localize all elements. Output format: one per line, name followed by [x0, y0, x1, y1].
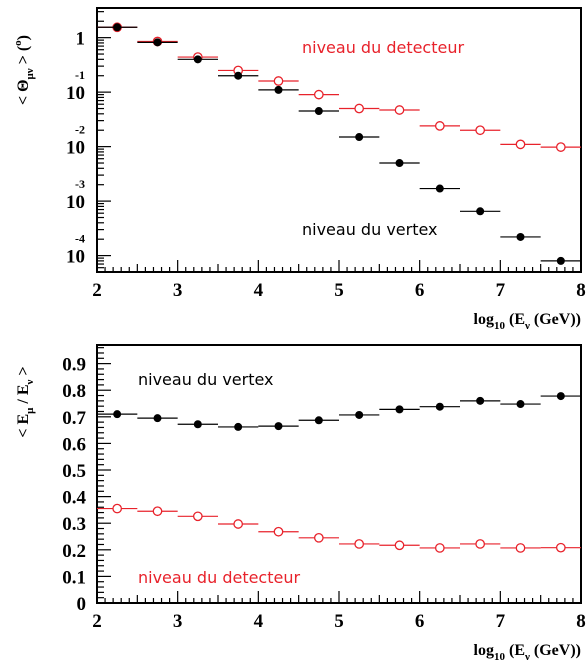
data-point — [395, 405, 404, 414]
energy-panel-y-axis-label: < Eμ / Eν > — [15, 366, 36, 437]
theta-panel-y-tick-exponent: -4 — [75, 232, 85, 246]
theta-panel-y-tick-exponent: -3 — [75, 177, 85, 191]
data-point — [355, 410, 364, 419]
energy-panel-x-tick-label: 2 — [92, 611, 102, 632]
data-point — [153, 414, 162, 423]
data-point — [354, 539, 365, 549]
energy-panel-annotation-vertex: niveau du vertex — [138, 370, 274, 389]
data-point — [234, 71, 243, 80]
data-point — [313, 532, 324, 543]
data-point — [193, 420, 202, 429]
data-point — [556, 256, 565, 265]
energy-panel-y-tick-label: 0.1 — [62, 567, 86, 588]
data-point — [394, 540, 405, 551]
theta-panel-x-tick-label: 4 — [254, 280, 264, 301]
theta-panel-x-tick-label: 7 — [496, 280, 506, 301]
data-point — [555, 542, 566, 553]
theta-panel-y-tick-label: 10 — [66, 138, 85, 159]
data-point — [273, 526, 284, 537]
energy-panel-series-detecteur — [97, 503, 581, 553]
energy-panel-annotation-detecteur: niveau du detecteur — [138, 568, 300, 587]
theta-panel-y-axis-label: < Θμν > (o) — [12, 35, 36, 105]
data-point — [556, 392, 565, 401]
theta-panel-y-tick-exponent: -2 — [75, 123, 85, 137]
theta-panel-y-tick-label: 10 — [66, 192, 85, 213]
energy-panel-x-tick-label: 5 — [334, 611, 344, 632]
energy-panel-y-tick-label: 0.2 — [62, 541, 86, 562]
theta-panel-x-tick-label: 5 — [334, 280, 344, 301]
theta-panel-x-tick-label: 3 — [173, 280, 183, 301]
theta-panel-x-axis-label: log10 (Eν (GeV)) — [474, 311, 581, 332]
data-point — [113, 410, 122, 419]
theta-panel-y-tick-label: 10 — [66, 247, 85, 268]
data-point — [193, 55, 202, 64]
data-point — [555, 142, 566, 152]
data-point — [476, 207, 485, 216]
data-point — [273, 76, 284, 86]
data-point — [515, 139, 526, 150]
data-point — [395, 159, 404, 168]
data-point — [153, 38, 162, 47]
data-point — [274, 85, 283, 94]
energy-panel-y-tick-label: 0.4 — [62, 488, 86, 509]
energy-panel-x-tick-label: 7 — [496, 611, 506, 632]
theta-panel-y-tick-exponent: -1 — [75, 68, 85, 82]
data-point — [234, 422, 243, 431]
energy-panel-y-tick-label: 0.7 — [62, 408, 86, 429]
energy-panel-y-tick-label: 0.9 — [62, 355, 86, 376]
data-point — [354, 103, 365, 114]
theta-panel-series-vertex — [97, 23, 581, 265]
data-point — [233, 519, 244, 529]
energy-panel-x-tick-label: 4 — [254, 611, 264, 632]
data-point — [313, 89, 324, 100]
data-point — [435, 184, 444, 193]
theta-panel-x-tick-label: 6 — [415, 280, 425, 301]
energy-panel-x-axis-label: log10 (Eν (GeV)) — [474, 642, 581, 663]
data-point — [314, 416, 323, 425]
theta-panel-y-tick-label: 10 — [66, 83, 85, 104]
data-point — [516, 400, 525, 409]
theta-panel-annotation-vertex: niveau du vertex — [302, 220, 438, 239]
energy-panel-y-tick-label: 0.8 — [62, 381, 86, 402]
data-point — [113, 23, 122, 32]
data-point — [475, 125, 486, 136]
energy-panel-series-vertex — [97, 392, 581, 431]
data-point — [435, 402, 444, 411]
energy-panel-y-tick-label: 0 — [77, 594, 87, 615]
data-point — [274, 422, 283, 431]
data-point — [515, 543, 526, 553]
energy-panel-x-tick-label: 3 — [173, 611, 183, 632]
theta-panel-x-tick-label: 2 — [92, 280, 102, 301]
data-point — [355, 133, 364, 142]
data-point — [394, 105, 405, 115]
energy-panel-y-tick-label: 0.5 — [62, 461, 86, 482]
theta-panel-series-detecteur — [97, 22, 581, 152]
data-point — [434, 543, 445, 553]
energy-panel-y-tick-label: 0.3 — [62, 514, 86, 535]
energy-panel-x-tick-label: 8 — [576, 611, 586, 632]
theta-panel-y-tick-label: 1 — [76, 29, 86, 50]
theta-panel-annotation-detecteur: niveau du detecteur — [302, 38, 464, 57]
energy-ratio-panel: 0 0.1 0.2 0.3 0.4 0.5 0.6 0.7 0.8 0.9 2 3 4 5 6 7 8 log10… — [15, 344, 586, 663]
data-point — [434, 121, 445, 131]
data-point — [152, 506, 163, 517]
theta-panel-x-tick-label: 8 — [576, 280, 586, 301]
data-point — [516, 232, 525, 241]
energy-panel-x-tick-label: 6 — [415, 611, 425, 632]
data-point — [475, 539, 486, 549]
energy-panel-y-tick-label: 0.6 — [62, 434, 86, 455]
data-point — [314, 107, 323, 116]
data-point — [112, 503, 123, 514]
data-point — [192, 511, 203, 522]
data-point — [476, 396, 485, 405]
